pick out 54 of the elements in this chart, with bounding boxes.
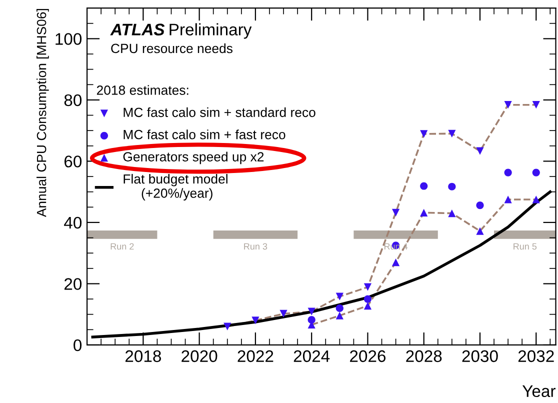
x-tick-label: 2018: [125, 350, 161, 362]
x-tick-label: 2020: [182, 350, 218, 362]
series-label: Run 3: [244, 243, 268, 250]
series-label: Run 5: [514, 243, 537, 250]
point: [392, 208, 400, 216]
point: [420, 130, 428, 138]
text: ATLAS Preliminary: [110, 23, 252, 39]
y-tick-label: 0: [74, 339, 82, 352]
point: [504, 101, 512, 109]
y-tick-label: 40: [64, 216, 82, 229]
point: [336, 292, 344, 300]
x-tick-label: 2024: [294, 350, 330, 362]
x-tick-label: 2022: [238, 350, 274, 362]
legend-label: Flat budget model (+20%/year): [124, 174, 228, 200]
point: [448, 209, 456, 218]
point: [224, 322, 232, 330]
point: [420, 208, 428, 216]
point: [392, 258, 400, 266]
y-tick-label: 100: [56, 33, 82, 45]
point: [476, 227, 484, 235]
x-axis-title: Year: [522, 385, 556, 398]
point: [448, 130, 456, 138]
legend-label: Generators speed up x2: [123, 152, 264, 164]
y-tick-label: 80: [64, 94, 82, 106]
y-tick-label: 60: [64, 156, 82, 168]
point: [532, 196, 540, 204]
point: [308, 308, 316, 316]
point: [532, 101, 540, 109]
point: [336, 312, 344, 320]
point: [476, 147, 484, 155]
point: [420, 182, 428, 190]
legend-label: MC fast calo sim + standard reco: [124, 107, 316, 118]
x-tick-label: 2026: [350, 350, 386, 362]
point: [504, 196, 512, 204]
y-axis-title: Annual CPU Consumption [MHS06]: [36, 8, 49, 218]
legend-title: 2018 estimates:: [96, 85, 188, 95]
point: [336, 304, 344, 312]
y-tick-label: 20: [64, 278, 82, 290]
x-tick-label: 2028: [406, 350, 442, 362]
point: [252, 316, 260, 324]
point: [532, 168, 540, 176]
text: CPU resource needs: [111, 43, 232, 54]
point: [308, 316, 316, 324]
point: [364, 283, 372, 291]
point: [448, 182, 456, 190]
point: [504, 168, 512, 176]
point: [364, 295, 372, 303]
point: [364, 302, 372, 310]
point: [280, 310, 288, 318]
x-tick-label: 2030: [462, 350, 498, 362]
legend-label: MC fast calo sim + fast reco: [124, 130, 286, 140]
point: [476, 202, 484, 210]
x-tick-label: 2032: [518, 350, 554, 362]
series-label: Run 2: [110, 243, 134, 250]
